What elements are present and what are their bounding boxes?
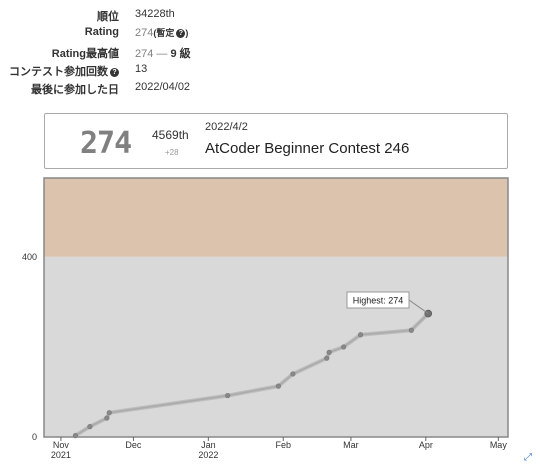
max-rating-label: Rating最高値 [51, 47, 119, 60]
contest-info-card: 274 4569th +28 2022/4/2 AtCoder Beginner… [44, 113, 508, 169]
contest-count-value: 13 [135, 62, 148, 75]
x-tick-label: Mar [343, 440, 359, 450]
card-place: 4569th [152, 128, 189, 142]
provisional-note: (暫定 [153, 28, 175, 39]
card-date: 2022/4/2 [205, 121, 248, 133]
data-point [225, 392, 231, 399]
x-tick-label: Apr [419, 440, 433, 450]
grade-badge: 9 級 [170, 47, 191, 60]
plot-frame [43, 177, 509, 438]
data-point [72, 433, 79, 439]
highest-callout-box [346, 291, 410, 309]
last-contest-row: 最後に参加した日 2022/04/02 [0, 81, 300, 99]
y-tick-label: 400 [22, 252, 37, 262]
x-tick-label: Feb [275, 440, 291, 450]
rank-row: 順位 34228th [0, 8, 300, 26]
highest-callout-label: Highest: 274 [353, 296, 404, 306]
help-icon[interactable]: ? [176, 29, 186, 39]
rating-value-group: 274(暫定?) [135, 26, 188, 39]
data-point [357, 332, 364, 338]
expand-icon[interactable]: ⤢ [524, 452, 532, 463]
data-point [275, 383, 282, 389]
data-point [290, 371, 296, 377]
data-point [408, 327, 414, 333]
highest-callout-leader [408, 299, 429, 314]
rating-band-0 [44, 256, 508, 437]
data-point [326, 349, 332, 355]
y-tick-label: 0 [32, 432, 37, 442]
rating-label: Rating [84, 26, 119, 39]
last-contest-value: 2022/04/02 [135, 81, 191, 94]
x-tick-label: May [490, 440, 508, 450]
rating-band-1 [44, 178, 508, 257]
card-contest-name[interactable]: AtCoder Beginner Contest 246 [205, 140, 410, 157]
rank-label: 順位 [97, 11, 119, 23]
rank-value: 34228th [135, 8, 175, 20]
provisional-close: ) [185, 28, 189, 39]
x-tick-label: Jan [201, 440, 216, 450]
rating-value: 274 [135, 27, 154, 40]
data-point [87, 424, 93, 430]
x-tick-year-label: 2021 [51, 450, 71, 460]
data-point [106, 410, 112, 416]
x-tick-label: Dec [125, 440, 142, 450]
max-rating-value-group: 274 — 9 級 [135, 45, 191, 61]
data-point [341, 344, 347, 350]
card-rating: 274 [80, 126, 132, 161]
rating-row: Rating 274(暫定?) [0, 26, 300, 44]
x-tick-year-label: 2022 [198, 450, 218, 460]
x-tick-label: Nov [53, 440, 70, 450]
contest-count-label-group: コンテスト参加回数? [0, 63, 119, 79]
dash-separator: — [156, 47, 168, 60]
contest-count-label: コンテスト参加回数 [9, 65, 108, 78]
data-point [104, 415, 110, 421]
profile-summary: 順位 34228th Rating 274(暫定?) Rating最高値 274… [0, 8, 300, 99]
contest-count-row: コンテスト参加回数? 13 [0, 63, 300, 81]
max-rating-value: 274 [135, 47, 154, 60]
card-delta: +28 [165, 148, 179, 157]
data-point [324, 355, 330, 361]
last-contest-label: 最後に参加した日 [31, 84, 119, 97]
help-icon[interactable]: ? [110, 67, 119, 77]
max-rating-row: Rating最高値 274 — 9 級 [0, 45, 300, 63]
